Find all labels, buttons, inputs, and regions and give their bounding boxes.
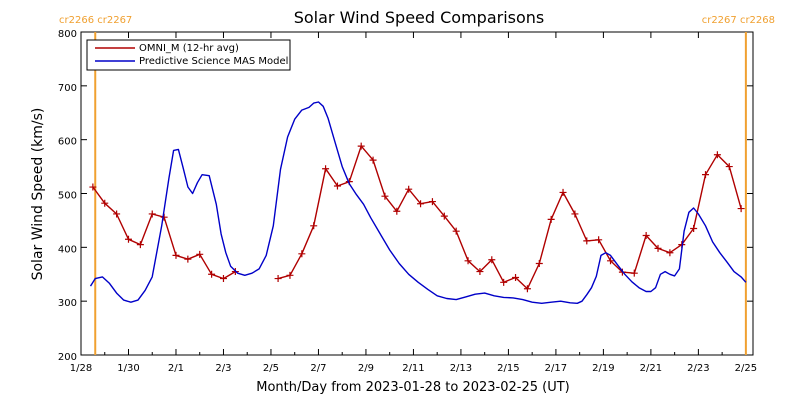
carrington-marker-label: cr2266 cr2267	[59, 15, 132, 26]
y-axis-label: Solar Wind Speed (km/s)	[30, 108, 46, 281]
omni-data-point	[393, 207, 401, 215]
omni-data-point	[381, 192, 389, 200]
legend: OMNI_M (12-hr avg) Predictive Science MA…	[86, 39, 291, 71]
omni-data-point	[523, 285, 531, 293]
omni-data-point	[595, 236, 603, 244]
x-tick-label: 2/5	[263, 363, 279, 374]
omni-data-point	[630, 269, 638, 277]
omni-data-point	[559, 188, 567, 196]
x-tick-label: 2/9	[358, 363, 374, 374]
x-tick-label: 2/3	[215, 363, 231, 374]
omni-data-point	[357, 142, 365, 150]
omni-data-point	[113, 210, 121, 218]
x-tick-label: 1/30	[117, 363, 139, 374]
carrington-marker-label: cr2267 cr2268	[702, 15, 775, 26]
omni-data-point	[333, 182, 341, 190]
omni-data-point	[274, 275, 282, 283]
x-tick-label: 2/17	[545, 363, 567, 374]
omni-data-point	[571, 210, 579, 218]
y-tick-label: 800	[58, 29, 77, 40]
omni-data-point	[89, 183, 97, 191]
legend-label-model: Predictive Science MAS Model	[139, 56, 288, 67]
legend-box	[86, 39, 291, 71]
omni-data-point	[535, 259, 543, 267]
omni-data-point	[488, 256, 496, 264]
omni-data-point	[148, 210, 156, 218]
chart-title: Solar Wind Speed Comparisons	[294, 8, 545, 27]
x-tick-label: 2/1	[168, 363, 184, 374]
omni-data-point	[101, 199, 109, 207]
y-tick-label: 200	[58, 352, 77, 363]
omni-data-point	[369, 156, 377, 164]
x-axis: 1/28 1/30 2/1 2/3 2/5 2/7 2/9 2/11 2/13 2/15 2/17 2…	[70, 32, 757, 374]
omni-data-point	[160, 213, 168, 221]
omni-data-point	[452, 227, 460, 235]
x-tick-label: 2/23	[687, 363, 709, 374]
omni-data-point	[184, 255, 192, 263]
omni-data-point	[172, 251, 180, 259]
y-tick-label: 400	[58, 244, 77, 255]
omni-data-point	[136, 241, 144, 249]
omni-series-line	[92, 186, 236, 280]
omni-data-point	[713, 151, 721, 159]
x-tick-label: 2/19	[592, 363, 614, 374]
carrington-markers: cr2266 cr2267 cr2267 cr2268	[59, 15, 775, 355]
y-tick-label: 600	[58, 137, 77, 148]
x-tick-label: 2/21	[640, 363, 662, 374]
omni-data-point	[405, 185, 413, 193]
omni-data-point	[208, 270, 216, 278]
omni-data-point	[196, 250, 204, 258]
x-tick-label: 2/15	[497, 363, 519, 374]
omni-data-point	[286, 271, 294, 279]
omni-data-point	[583, 237, 591, 245]
omni-data-point	[737, 205, 745, 213]
x-axis-label: Month/Day from 2023-01-28 to 2023-02-25 …	[256, 380, 569, 395]
x-tick-label: 1/28	[70, 363, 92, 374]
legend-label-omni: OMNI_M (12-hr avg)	[139, 43, 239, 54]
omni-data-point	[702, 171, 710, 179]
omni-data-point	[310, 222, 318, 230]
omni-data-point	[464, 257, 472, 265]
omni-data-point	[642, 231, 650, 239]
omni-data-point	[725, 163, 733, 171]
y-axis: 200 300 400 500 600 700 800	[58, 29, 753, 363]
x-tick-label: 2/7	[310, 363, 326, 374]
omni-data-point	[124, 235, 132, 243]
omni-data-point	[500, 278, 508, 286]
omni-data-point	[607, 257, 615, 265]
x-tick-label: 2/13	[450, 363, 472, 374]
plot-frame	[80, 31, 754, 356]
omni-data-point	[654, 244, 662, 252]
omni-series-line	[277, 145, 742, 290]
y-tick-label: 700	[58, 83, 77, 94]
omni-data-point	[298, 250, 306, 258]
omni-data-point	[690, 224, 698, 232]
omni-data-point	[440, 212, 448, 220]
series-layer	[89, 101, 747, 304]
omni-data-point	[547, 215, 555, 223]
omni-data-point	[476, 268, 484, 276]
x-tick-label: 2/25	[735, 363, 757, 374]
omni-data-point	[666, 249, 674, 257]
y-tick-label: 300	[58, 298, 77, 309]
omni-data-point	[512, 273, 520, 281]
model-series-line	[89, 101, 747, 304]
x-tick-label: 2/11	[402, 363, 424, 374]
omni-data-point	[428, 198, 436, 206]
y-tick-label: 500	[58, 191, 77, 202]
omni-data-point	[322, 165, 330, 173]
omni-data-point	[219, 275, 227, 283]
omni-data-point	[417, 200, 425, 208]
